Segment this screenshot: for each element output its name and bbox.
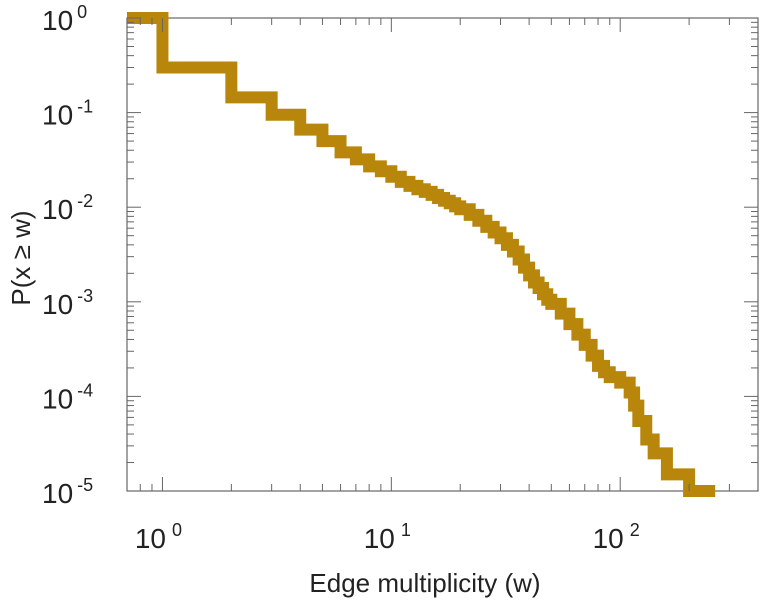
y-tick-label: 10 -1 bbox=[42, 97, 93, 131]
x-tick-exponent: 0 bbox=[172, 520, 182, 540]
x-tick-exponent: 1 bbox=[401, 520, 411, 540]
y-axis-title-part-2: ≥ bbox=[6, 245, 36, 259]
y-tick-exponent: -2 bbox=[77, 191, 93, 211]
y-tick-base: 10 bbox=[42, 5, 73, 36]
x-tick-label: 10 2 bbox=[593, 520, 640, 554]
x-tick-base: 10 bbox=[593, 523, 624, 554]
x-tick-base: 10 bbox=[135, 523, 166, 554]
y-tick-label: 10 -4 bbox=[42, 380, 93, 414]
y-tick-base: 10 bbox=[42, 289, 73, 320]
y-tick-exponent: -1 bbox=[77, 97, 93, 117]
y-tick-exponent: 0 bbox=[77, 2, 87, 22]
y-tick-label: 10 0 bbox=[42, 2, 87, 36]
x-axis-title: Edge multiplicity (w) bbox=[309, 568, 540, 598]
y-tick-base: 10 bbox=[42, 100, 73, 131]
x-tick-label: 10 1 bbox=[364, 520, 411, 554]
y-tick-base: 10 bbox=[42, 383, 73, 414]
y-tick-exponent: -5 bbox=[77, 475, 93, 495]
plot-area bbox=[126, 12, 759, 497]
y-axis-title-part-1: P(x bbox=[6, 259, 36, 305]
x-tick-exponent: 2 bbox=[630, 520, 640, 540]
y-tick-base: 10 bbox=[42, 194, 73, 225]
y-tick-exponent: -4 bbox=[77, 380, 93, 400]
series-line-ccdf bbox=[127, 12, 716, 497]
y-tick-label: 10 -5 bbox=[42, 475, 93, 509]
axis-ticks bbox=[126, 17, 759, 492]
y-axis-title: P(x ≥ w) bbox=[6, 210, 36, 305]
y-tick-label: 10 -3 bbox=[42, 286, 93, 320]
plot-frame bbox=[126, 17, 759, 492]
tick-labels: 10 0 10 1 10 210 010 -110 -210 -310 -410 -5 bbox=[42, 2, 640, 554]
y-tick-label: 10 -2 bbox=[42, 191, 93, 225]
x-tick-base: 10 bbox=[364, 523, 395, 554]
y-tick-base: 10 bbox=[42, 478, 73, 509]
y-axis-title-part-3: w) bbox=[6, 210, 36, 245]
y-tick-exponent: -3 bbox=[77, 286, 93, 306]
x-tick-label: 10 0 bbox=[135, 520, 182, 554]
